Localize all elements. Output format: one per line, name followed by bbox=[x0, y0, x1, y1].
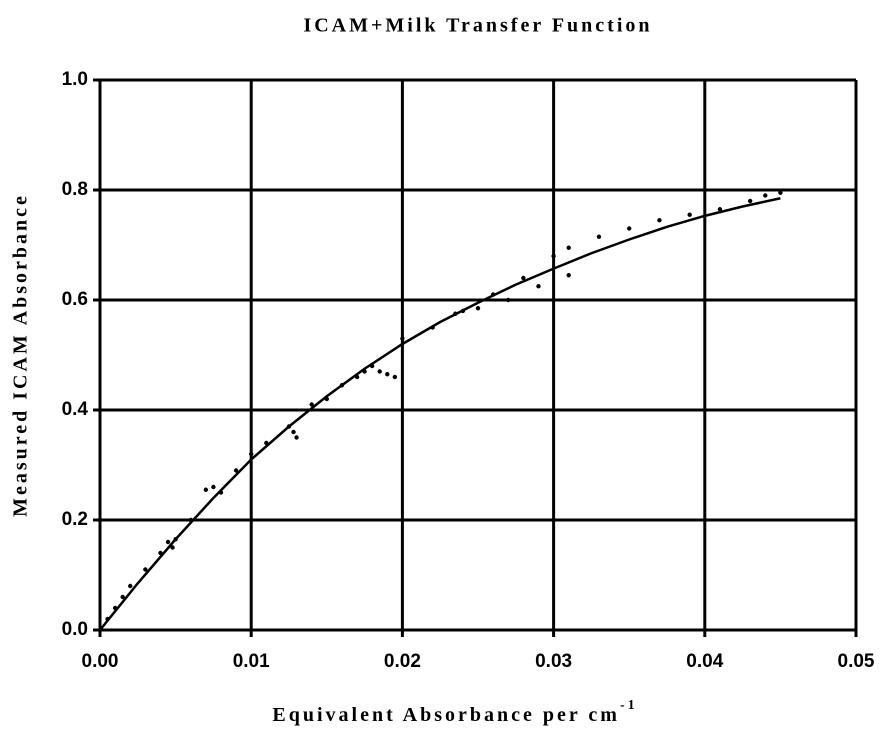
x-tick-label: 0.05 bbox=[838, 651, 875, 672]
y-tick-label: 0.4 bbox=[62, 399, 89, 420]
y-tick-label: 0.8 bbox=[62, 179, 88, 200]
data-point bbox=[657, 218, 662, 223]
data-point bbox=[536, 284, 541, 289]
data-point bbox=[309, 402, 314, 407]
data-point bbox=[233, 468, 239, 473]
data-point bbox=[778, 190, 783, 195]
x-tick-label: 0.03 bbox=[535, 651, 572, 672]
data-point bbox=[763, 193, 768, 198]
x-axis-label: Equivalent Absorbance per cm-1 bbox=[272, 698, 637, 725]
data-point bbox=[506, 297, 511, 303]
x-axis-label-superscript: -1 bbox=[620, 698, 638, 713]
data-point bbox=[566, 273, 571, 278]
data-point bbox=[687, 212, 692, 217]
data-point bbox=[551, 253, 556, 259]
data-point bbox=[385, 372, 390, 377]
y-tick-label: 0.6 bbox=[62, 289, 88, 310]
data-point bbox=[596, 234, 602, 239]
data-point bbox=[475, 306, 481, 311]
data-point bbox=[128, 583, 133, 589]
data-point bbox=[400, 336, 405, 341]
data-point bbox=[566, 245, 571, 250]
x-axis-label-text: Equivalent Absorbance per cm bbox=[272, 704, 620, 726]
data-point bbox=[170, 545, 175, 550]
data-point bbox=[392, 374, 398, 380]
data-point bbox=[521, 275, 526, 281]
y-tick-label: 1.0 bbox=[62, 69, 88, 90]
data-point bbox=[120, 594, 125, 600]
data-point bbox=[747, 198, 753, 204]
x-tick-label: 0.02 bbox=[384, 651, 421, 672]
data-point bbox=[249, 451, 254, 457]
data-point bbox=[165, 539, 171, 545]
fit-line bbox=[99, 197, 781, 631]
data-point bbox=[294, 435, 299, 440]
x-tick-label: 0.04 bbox=[686, 651, 723, 672]
data-point bbox=[211, 484, 216, 490]
y-tick-label: 0.2 bbox=[62, 509, 88, 530]
y-tick-label: 0.0 bbox=[62, 619, 88, 640]
data-point bbox=[203, 487, 209, 492]
chart-title: ICAM+Milk Transfer Function bbox=[303, 15, 652, 37]
x-tick-label: 0.00 bbox=[82, 651, 119, 672]
data-point bbox=[291, 429, 296, 435]
data-point bbox=[143, 567, 148, 572]
data-point bbox=[717, 207, 723, 212]
data-point bbox=[377, 369, 382, 374]
y-axis-label: Measured ICAM Absorbance bbox=[10, 193, 32, 517]
x-tick-label: 0.01 bbox=[233, 651, 270, 672]
data-point bbox=[627, 226, 632, 231]
